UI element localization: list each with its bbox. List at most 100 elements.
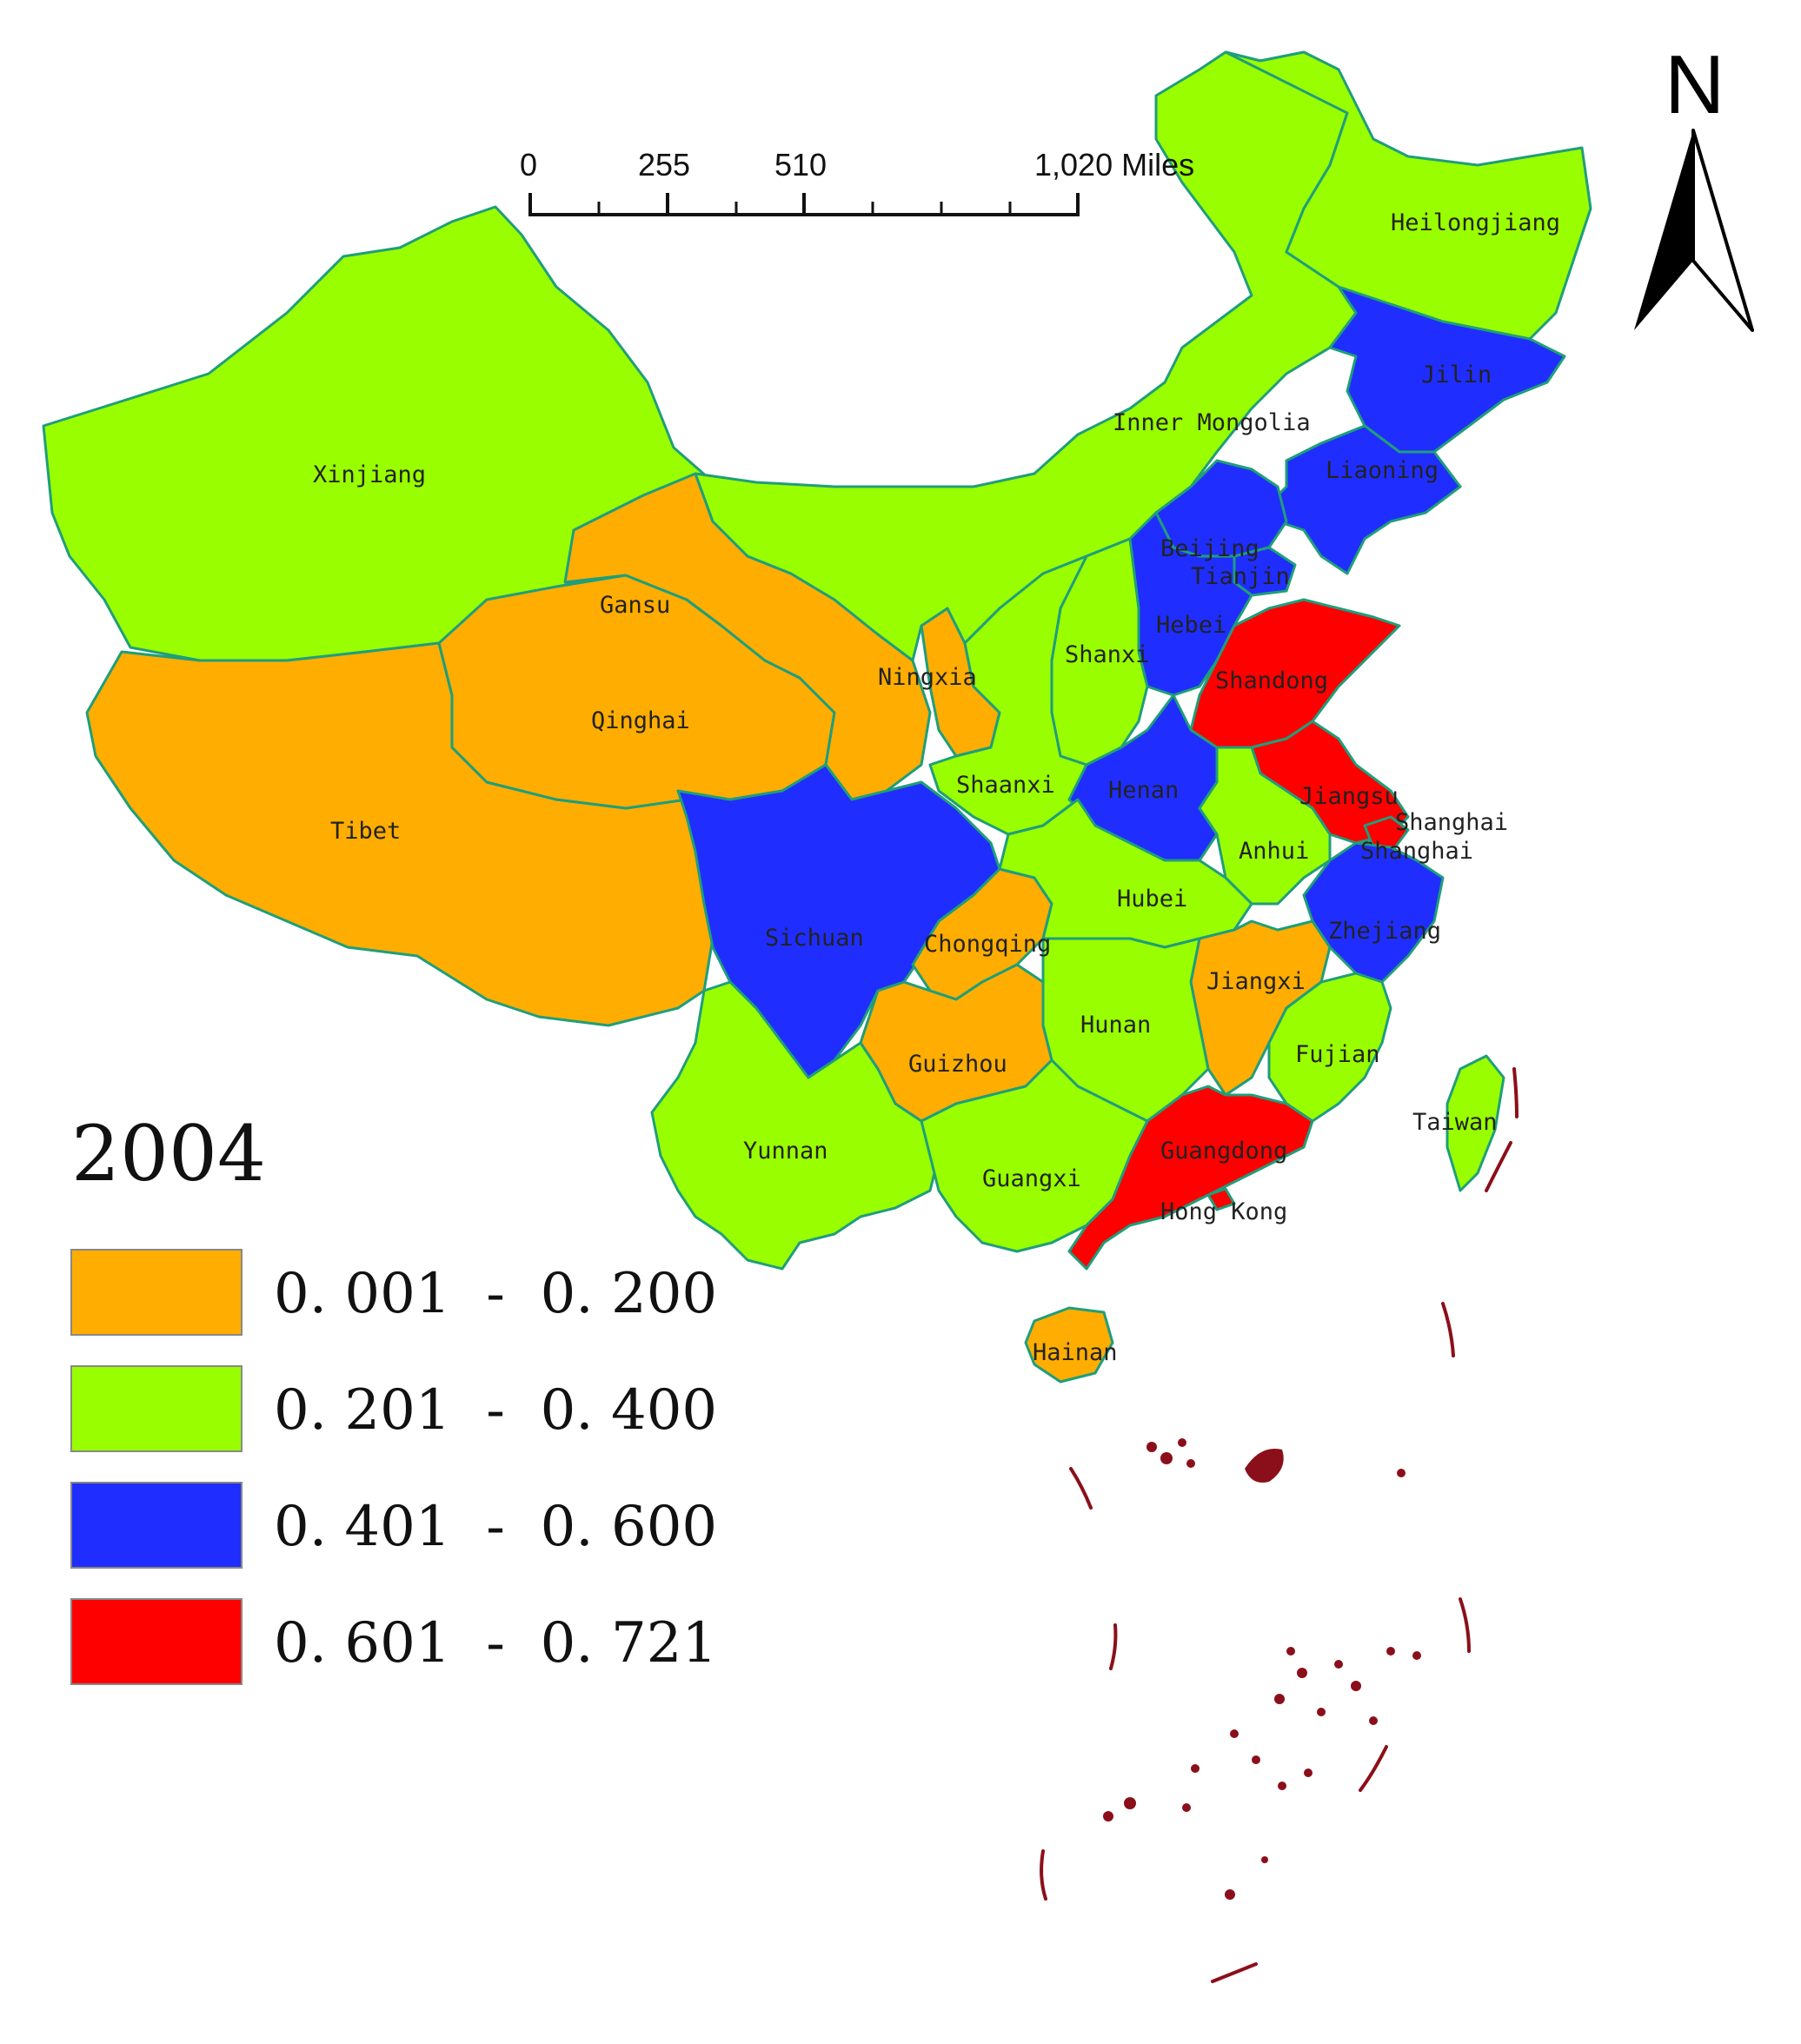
label-beijing: Beijing bbox=[1160, 535, 1259, 562]
label-shanxi: Shanxi bbox=[1065, 641, 1150, 668]
label-tibet: Tibet bbox=[330, 818, 401, 845]
island-spratly-1 bbox=[1286, 1647, 1295, 1656]
scale-label-510: 510 bbox=[774, 147, 827, 182]
legend-label-1: 0. 001 - 0. 200 bbox=[274, 1262, 717, 1326]
dash-line-5 bbox=[1359, 1745, 1388, 1792]
north-arrow: N bbox=[1634, 38, 1754, 332]
province-layer bbox=[42, 50, 1592, 1384]
legend-swatch-1 bbox=[70, 1249, 243, 1336]
legend-label-3: 0. 401 - 0. 600 bbox=[274, 1495, 717, 1559]
island-spratly-7 bbox=[1274, 1694, 1285, 1704]
label-taiwan: Taiwan bbox=[1412, 1109, 1498, 1136]
label-tianjin: Tianjin bbox=[1191, 563, 1290, 590]
label-guangdong: Guangdong bbox=[1160, 1138, 1287, 1165]
legend-swatch-2 bbox=[70, 1365, 243, 1452]
legend-label-4: 0. 601 - 0. 721 bbox=[274, 1611, 717, 1676]
label-hunan: Hunan bbox=[1080, 1012, 1151, 1039]
label-jiangsu: Jiangsu bbox=[1299, 783, 1399, 810]
island-spratly-5 bbox=[1386, 1647, 1395, 1656]
province-sichuan bbox=[676, 763, 1001, 1079]
legend-label-2: 0. 201 - 0. 400 bbox=[274, 1378, 717, 1443]
label-gansu: Gansu bbox=[600, 592, 670, 619]
province-fujian bbox=[1267, 972, 1392, 1123]
island-spratly-11 bbox=[1252, 1755, 1260, 1764]
label-zhejiang: Zhejiang bbox=[1328, 918, 1441, 945]
island-east bbox=[1397, 1469, 1406, 1477]
island-spratly-8 bbox=[1317, 1708, 1326, 1716]
island-spratly-19 bbox=[1261, 1856, 1268, 1863]
label-jilin: Jilin bbox=[1421, 362, 1492, 388]
label-hong-kong: Hong Kong bbox=[1160, 1198, 1287, 1225]
label-ningxia: Ningxia bbox=[878, 664, 977, 691]
label-chongqing: Chongqing bbox=[924, 931, 1051, 958]
north-arrow-left-half bbox=[1634, 130, 1693, 330]
island-spratly-15 bbox=[1182, 1803, 1191, 1812]
label-hainan: Hainan bbox=[1033, 1339, 1118, 1366]
label-hebei: Hebei bbox=[1156, 612, 1226, 639]
island-spratly-10 bbox=[1230, 1729, 1239, 1738]
dash-line-6 bbox=[1459, 1597, 1471, 1653]
province-label-layer: Xinjiang Tibet Qinghai Gansu Ningxia Inn… bbox=[313, 209, 1560, 1366]
province-hong-kong bbox=[1206, 1187, 1236, 1211]
province-jilin bbox=[1328, 285, 1566, 454]
island-spratly-14 bbox=[1103, 1811, 1113, 1822]
dash-line-8 bbox=[1485, 1141, 1512, 1192]
island-spratly-9 bbox=[1369, 1716, 1378, 1725]
dash-line-7 bbox=[1441, 1302, 1455, 1357]
label-fujian: Fujian bbox=[1295, 1041, 1380, 1068]
island-paracel-1 bbox=[1146, 1442, 1157, 1452]
scale-label-255: 255 bbox=[638, 147, 690, 182]
province-yunnan bbox=[650, 980, 940, 1271]
label-shaanxi: Shaanxi bbox=[956, 772, 1055, 799]
legend: 2004 0. 001 - 0. 200 0. 201 - 0. 400 0. … bbox=[70, 1109, 717, 1685]
island-spratly-2 bbox=[1297, 1668, 1307, 1678]
north-label: N bbox=[1665, 38, 1725, 131]
north-arrow-right-half bbox=[1691, 129, 1754, 332]
dash-line-4 bbox=[1211, 1962, 1258, 1983]
island-paracel-3 bbox=[1178, 1438, 1186, 1447]
island-spratly-3 bbox=[1334, 1660, 1343, 1669]
label-anhui: Anhui bbox=[1239, 838, 1309, 865]
dash-line-3 bbox=[1040, 1849, 1047, 1901]
island-spratly-13 bbox=[1124, 1797, 1136, 1809]
label-shanghai-extra: Shanghai bbox=[1360, 838, 1473, 865]
island-spratly-17 bbox=[1304, 1769, 1313, 1777]
island-paracel-2 bbox=[1160, 1452, 1173, 1464]
label-henan: Henan bbox=[1108, 777, 1179, 804]
dash-line-1 bbox=[1069, 1467, 1093, 1510]
province-heilongjiang bbox=[1224, 50, 1592, 341]
province-hainan bbox=[1024, 1306, 1114, 1384]
island-spratly-4 bbox=[1351, 1681, 1361, 1691]
label-hubei: Hubei bbox=[1117, 886, 1187, 912]
label-liaoning: Liaoning bbox=[1326, 457, 1439, 484]
island-paracel-4 bbox=[1186, 1459, 1195, 1468]
label-guangxi: Guangxi bbox=[982, 1165, 1081, 1192]
label-inner-mongolia: Inner Mongolia bbox=[1113, 409, 1311, 436]
label-xinjiang: Xinjiang bbox=[313, 461, 426, 488]
scale-label-0: 0 bbox=[520, 147, 537, 182]
island-spratly-6 bbox=[1412, 1651, 1421, 1660]
province-anhui bbox=[1198, 746, 1332, 906]
island-dongsha bbox=[1245, 1448, 1284, 1483]
island-spratly-18 bbox=[1225, 1889, 1235, 1900]
legend-swatch-3 bbox=[70, 1482, 243, 1569]
scale-bar: 0 255 510 1,020 Miles bbox=[520, 147, 1194, 216]
province-taiwan bbox=[1445, 1054, 1505, 1192]
label-shanghai: Shanghai bbox=[1395, 809, 1508, 836]
south-china-sea-inset bbox=[1040, 1067, 1519, 1983]
label-jiangxi: Jiangxi bbox=[1206, 968, 1306, 995]
label-sichuan: Sichuan bbox=[765, 925, 864, 952]
island-spratly-16 bbox=[1278, 1782, 1286, 1790]
label-guizhou: Guizhou bbox=[908, 1051, 1007, 1078]
province-chongqing bbox=[911, 867, 1053, 1001]
label-heilongjiang: Heilongjiang bbox=[1391, 209, 1560, 236]
label-qinghai: Qinghai bbox=[591, 707, 690, 734]
legend-swatch-4 bbox=[70, 1598, 243, 1685]
scale-label-1020: 1,020 Miles bbox=[1034, 147, 1194, 182]
dash-line-9 bbox=[1512, 1067, 1519, 1118]
dash-line-2 bbox=[1109, 1623, 1118, 1670]
island-spratly-12 bbox=[1191, 1764, 1200, 1773]
legend-year-title: 2004 bbox=[71, 1109, 266, 1198]
